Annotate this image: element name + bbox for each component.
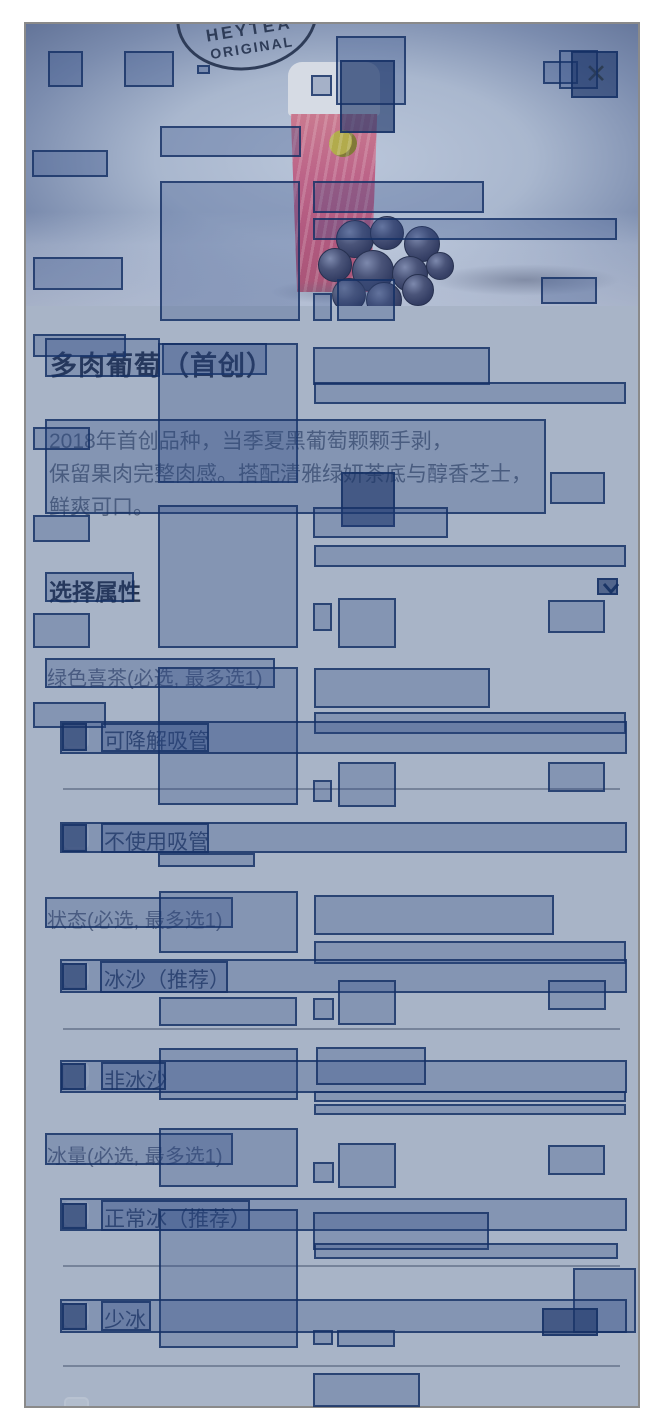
description-line: 鲜爽可口。: [49, 496, 154, 519]
chevron-down-icon: [602, 583, 620, 595]
divider: [63, 1028, 620, 1030]
checkbox[interactable]: [64, 824, 89, 849]
section-title-ice: 冰量(必选, 最多选1): [47, 1146, 223, 1168]
description-line: 2018年首创品种，当季夏黑葡萄颗颗手剥，: [49, 430, 453, 453]
checkbox[interactable]: [64, 723, 89, 748]
checkbox[interactable]: [64, 1302, 89, 1327]
attributes-expander[interactable]: [602, 581, 620, 595]
drink-cup-top: [288, 62, 380, 116]
select-attributes-label: 选择属性: [49, 579, 141, 605]
option-label: 冰沙（推荐）: [104, 969, 230, 992]
product-title: 多肉葡萄（首创）: [50, 351, 274, 381]
option-label: 正常冰（推荐）: [104, 1208, 251, 1231]
option-row-non-smoothie[interactable]: 非冰沙: [62, 1061, 624, 1097]
option-row-no-straw[interactable]: 不使用吸管: [62, 822, 624, 858]
product-sheet: [26, 306, 638, 1406]
divider: [63, 1265, 620, 1267]
option-label: 少冰: [104, 1309, 146, 1332]
option-row-cutoff[interactable]: [62, 1395, 624, 1406]
divider: [63, 1365, 620, 1367]
option-row-smoothie[interactable]: 冰沙（推荐）: [62, 960, 624, 996]
option-label: 可降解吸管: [104, 730, 209, 753]
section-title-green-heytea: 绿色喜茶(必选, 最多选1): [47, 668, 263, 690]
cup-brand-icon: [329, 130, 357, 157]
option-row-biodegradable-straw[interactable]: 可降解吸管: [62, 721, 624, 757]
option-row-normal-ice[interactable]: 正常冰（推荐）: [62, 1199, 624, 1235]
option-row-less-ice[interactable]: 少冰: [62, 1300, 624, 1336]
checkbox[interactable]: [64, 1201, 89, 1226]
close-button[interactable]: ✕: [578, 56, 614, 92]
cup-shadow: [270, 280, 400, 304]
divider: [63, 788, 620, 790]
checkbox[interactable]: [64, 1063, 89, 1088]
option-label: 不使用吸管: [104, 831, 209, 854]
app-screen: HEYTEA ORIGINAL ✕ 多肉葡萄（首创） 2018年首创品种，当季夏…: [24, 22, 640, 1408]
description-line: 保留果肉完整肉感。搭配清雅绿妍茶底与醇香芝士，: [49, 463, 532, 486]
option-label: 非冰沙: [104, 1070, 167, 1093]
grape-shadow: [430, 264, 620, 296]
section-title-state: 状态(必选, 最多选1): [47, 910, 223, 932]
grapes: [312, 216, 454, 320]
checkbox[interactable]: [64, 962, 89, 987]
product-photo: HEYTEA ORIGINAL ✕: [26, 24, 638, 318]
close-icon: ✕: [584, 59, 608, 89]
product-description: 2018年首创品种，当季夏黑葡萄颗颗手剥， 保留果肉完整肉感。搭配清雅绿妍茶底与…: [49, 425, 532, 524]
checkbox[interactable]: [64, 1397, 89, 1406]
